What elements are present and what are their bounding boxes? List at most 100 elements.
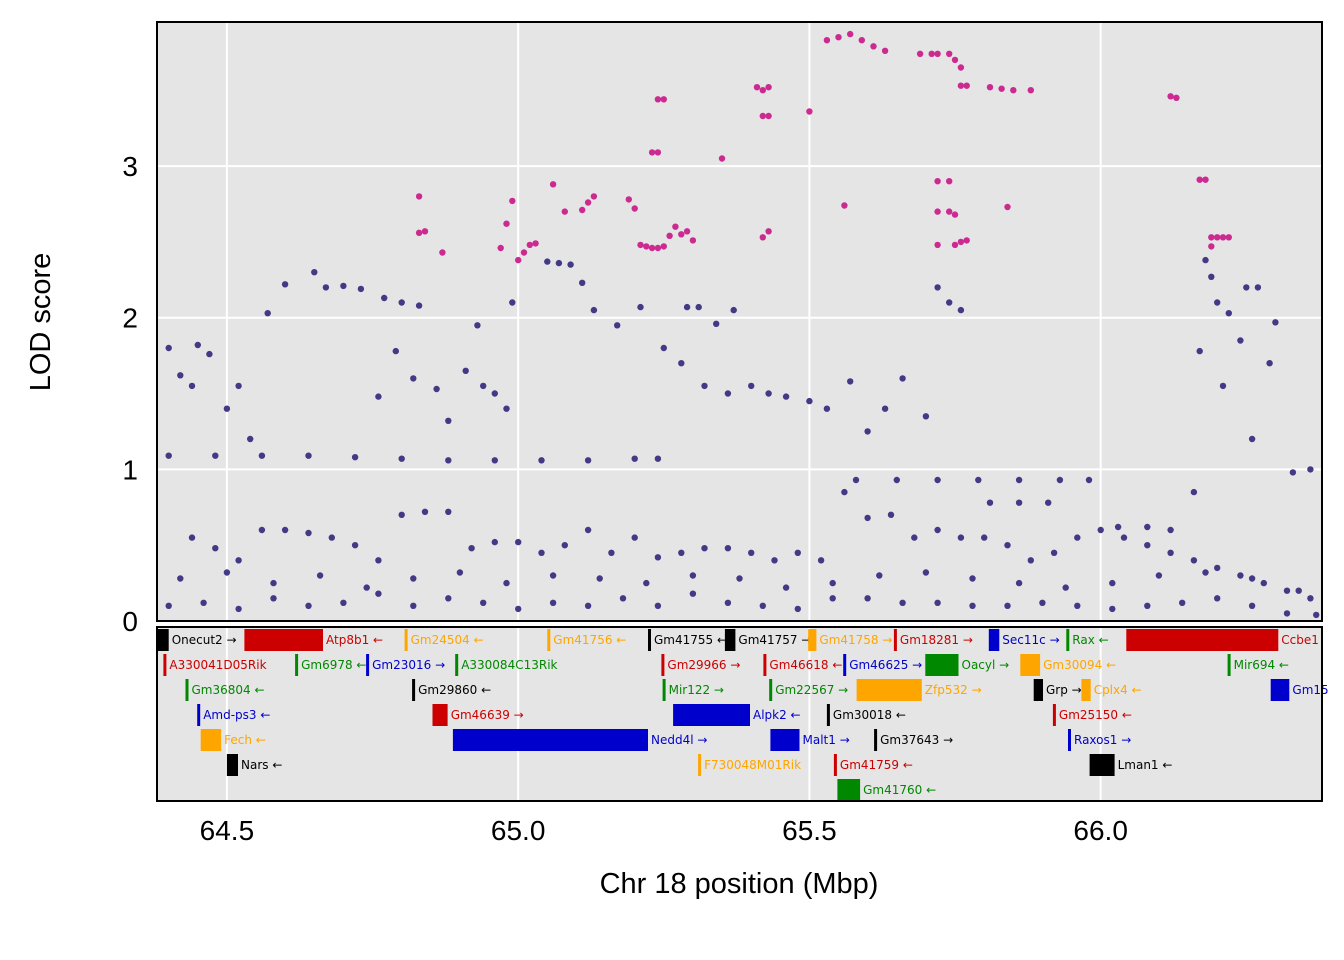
snp-point	[678, 549, 685, 556]
gene-label: Gm41755 ←	[654, 633, 727, 647]
snp-point	[631, 205, 638, 212]
snp-point	[841, 488, 848, 496]
snp-point	[1208, 243, 1215, 250]
snp-point	[1167, 526, 1174, 534]
snp-point	[1120, 534, 1128, 541]
gene-zfp532: Zfp532 →	[856, 679, 982, 701]
snp-point	[643, 243, 650, 250]
gene-label: Raxos1 →	[1074, 733, 1131, 747]
snp-point	[654, 554, 662, 561]
gene-amd-ps3: Amd-ps3 ←	[197, 704, 270, 726]
snp-point	[1056, 476, 1064, 484]
snp-point	[957, 82, 965, 89]
gene-label: Ccbe1	[1281, 633, 1319, 647]
snp-point	[678, 360, 685, 367]
gene-label: Gm30018 ←	[833, 708, 906, 722]
gene-f730048m01rik: F730048M01Rik	[698, 754, 801, 776]
snp-point	[415, 302, 423, 309]
snp-point	[590, 306, 598, 314]
x-tick-label: 64.5	[200, 815, 255, 846]
gene-label: F730048M01Rik	[704, 758, 801, 772]
gene-a330041d05rik: A330041D05Rik	[163, 654, 267, 676]
gene-box	[432, 704, 448, 726]
snp-point	[1109, 579, 1116, 587]
snp-point	[713, 320, 720, 327]
snp-point	[794, 549, 801, 556]
snp-point	[445, 417, 452, 424]
snp-point	[765, 84, 772, 91]
gene-box	[808, 629, 817, 651]
snp-point	[206, 350, 213, 358]
snp-point	[1283, 587, 1291, 594]
snp-point	[916, 50, 924, 57]
snp-point	[922, 413, 930, 420]
snp-point	[1074, 534, 1081, 541]
gene-gm29966: Gm29966 →	[661, 654, 740, 676]
gene-box	[185, 679, 189, 701]
gene-label: A330041D05Rik	[169, 658, 266, 672]
gene-box	[197, 704, 201, 726]
gene-box	[244, 629, 323, 651]
snp-point	[683, 303, 691, 311]
snp-point	[421, 228, 429, 235]
gene-label: Gm41756 ←	[553, 633, 626, 647]
snp-point	[177, 372, 184, 379]
gene-gm25150: Gm25150 ←	[1052, 704, 1132, 726]
snp-point	[654, 96, 662, 103]
gene-box	[724, 629, 736, 651]
snp-point	[509, 299, 516, 306]
snp-point	[1208, 273, 1215, 280]
snp-point	[515, 256, 522, 264]
snp-point	[946, 208, 953, 215]
snp-point	[794, 605, 801, 613]
snp-point	[474, 322, 481, 329]
snp-point	[515, 605, 522, 613]
gene-label: Gm29966 →	[667, 658, 740, 672]
gene-nars: Nars ←	[226, 754, 282, 776]
gene-label: Rax ←	[1072, 633, 1108, 647]
gene-gm22567: Gm22567 →	[769, 679, 848, 701]
snp-point	[847, 30, 854, 38]
snp-point	[1085, 476, 1093, 484]
gene-rax: Rax ←	[1066, 629, 1109, 651]
gene-label: Onecut2 →	[172, 633, 237, 647]
snp-point	[415, 229, 423, 236]
snp-point	[672, 223, 679, 230]
snp-points	[165, 30, 1320, 619]
gene-label: Gm46639 →	[451, 708, 524, 722]
snp-point	[1027, 557, 1035, 564]
snp-point	[689, 572, 697, 579]
x-tick-label: 65.5	[782, 815, 837, 846]
snp-point	[223, 569, 231, 576]
snp-point	[235, 557, 242, 564]
snp-point	[934, 476, 941, 484]
snp-point	[363, 584, 370, 591]
snp-point	[1144, 602, 1151, 609]
snp-point	[398, 455, 405, 462]
gene-box	[874, 729, 878, 751]
snp-point	[806, 397, 813, 405]
gene-gm6978: Gm6978 ←	[295, 654, 367, 676]
y-tick-label: 1	[122, 454, 138, 485]
snp-point	[491, 457, 498, 464]
snp-point	[1144, 542, 1151, 549]
snp-point	[753, 84, 761, 91]
gene-label: Malt1 →	[803, 733, 850, 747]
snp-point	[1004, 203, 1011, 211]
gene-box	[1068, 729, 1071, 751]
snp-point	[1208, 234, 1215, 241]
gene-box	[837, 779, 861, 801]
snp-point	[1074, 602, 1081, 609]
snp-point	[608, 549, 615, 556]
snp-point	[375, 557, 382, 564]
snp-point	[1248, 602, 1256, 609]
gene-ccbe1: Ccbe1	[1126, 629, 1319, 651]
snp-point	[1202, 176, 1209, 183]
snp-point	[654, 149, 662, 156]
snp-point	[957, 534, 965, 541]
snp-point	[782, 393, 790, 400]
snp-point	[549, 599, 557, 606]
snp-point	[963, 82, 970, 89]
snp-point	[660, 96, 667, 103]
